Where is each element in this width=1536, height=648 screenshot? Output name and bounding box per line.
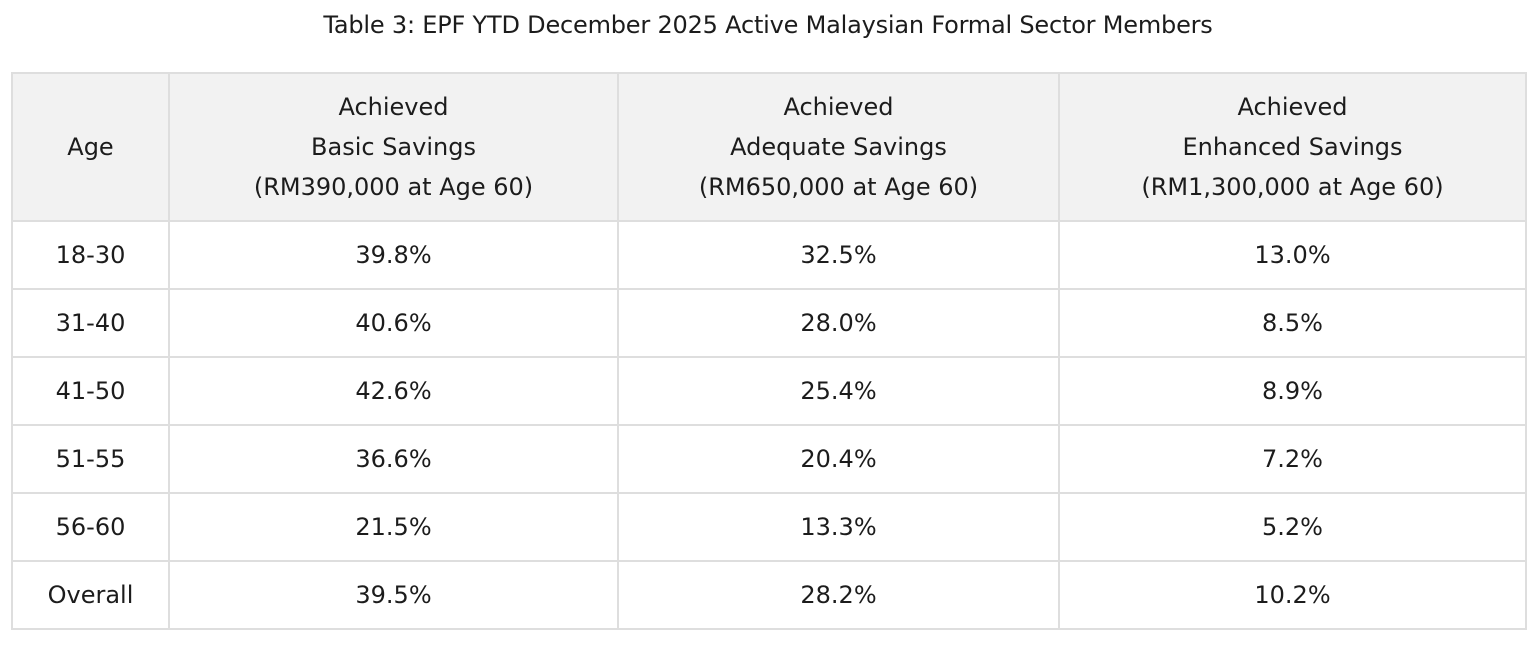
- header-enhanced-savings: Achieved Enhanced Savings (RM1,300,000 a…: [1058, 72, 1527, 222]
- cell-age: 41-50: [11, 356, 170, 426]
- cell-enhanced: 10.2%: [1058, 560, 1527, 630]
- cell-adequate: 32.5%: [617, 220, 1060, 290]
- header-adequate-line-1: Achieved: [783, 93, 894, 121]
- cell-enhanced: 8.9%: [1058, 356, 1527, 426]
- cell-age: 31-40: [11, 288, 170, 358]
- header-basic-line-3: (RM390,000 at Age 60): [253, 173, 534, 201]
- table-title: Table 3: EPF YTD December 2025 Active Ma…: [323, 11, 1213, 39]
- header-row: Age Achieved Basic Savings (RM390,000 at…: [11, 72, 1527, 222]
- cell-adequate: 25.4%: [617, 356, 1060, 426]
- cell-enhanced: 5.2%: [1058, 492, 1527, 562]
- cell-enhanced: 13.0%: [1058, 220, 1527, 290]
- cell-basic: 21.5%: [168, 492, 619, 562]
- table-row: 41-50 42.6% 25.4% 8.9%: [11, 356, 1527, 426]
- cell-adequate: 28.0%: [617, 288, 1060, 358]
- cell-age: 56-60: [11, 492, 170, 562]
- header-enhanced-line-3: (RM1,300,000 at Age 60): [1141, 173, 1444, 201]
- cell-enhanced: 7.2%: [1058, 424, 1527, 494]
- table-body: 18-30 39.8% 32.5% 13.0% 31-40 40.6% 28.0…: [11, 220, 1527, 630]
- cell-adequate: 13.3%: [617, 492, 1060, 562]
- savings-table: Age Achieved Basic Savings (RM390,000 at…: [11, 72, 1527, 630]
- header-adequate-line-3: (RM650,000 at Age 60): [698, 173, 979, 201]
- header-enhanced-line-2: Enhanced Savings: [1182, 133, 1403, 161]
- header-basic-savings: Achieved Basic Savings (RM390,000 at Age…: [168, 72, 619, 222]
- cell-age: Overall: [11, 560, 170, 630]
- table-row: 56-60 21.5% 13.3% 5.2%: [11, 492, 1527, 562]
- cell-adequate: 28.2%: [617, 560, 1060, 630]
- table-header: Age Achieved Basic Savings (RM390,000 at…: [11, 72, 1527, 222]
- cell-basic: 36.6%: [168, 424, 619, 494]
- header-adequate-line-2: Adequate Savings: [730, 133, 947, 161]
- cell-basic: 39.5%: [168, 560, 619, 630]
- cell-age: 51-55: [11, 424, 170, 494]
- cell-basic: 42.6%: [168, 356, 619, 426]
- cell-basic: 39.8%: [168, 220, 619, 290]
- header-adequate-savings: Achieved Adequate Savings (RM650,000 at …: [617, 72, 1060, 222]
- cell-age: 18-30: [11, 220, 170, 290]
- table-row: Overall 39.5% 28.2% 10.2%: [11, 560, 1527, 630]
- cell-enhanced: 8.5%: [1058, 288, 1527, 358]
- header-enhanced-line-1: Achieved: [1237, 93, 1348, 121]
- cell-basic: 40.6%: [168, 288, 619, 358]
- header-age: Age: [11, 72, 170, 222]
- table-row: 18-30 39.8% 32.5% 13.0%: [11, 220, 1527, 290]
- table-row: 31-40 40.6% 28.0% 8.5%: [11, 288, 1527, 358]
- header-basic-line-1: Achieved: [338, 93, 449, 121]
- cell-adequate: 20.4%: [617, 424, 1060, 494]
- header-basic-line-2: Basic Savings: [311, 133, 476, 161]
- table-row: 51-55 36.6% 20.4% 7.2%: [11, 424, 1527, 494]
